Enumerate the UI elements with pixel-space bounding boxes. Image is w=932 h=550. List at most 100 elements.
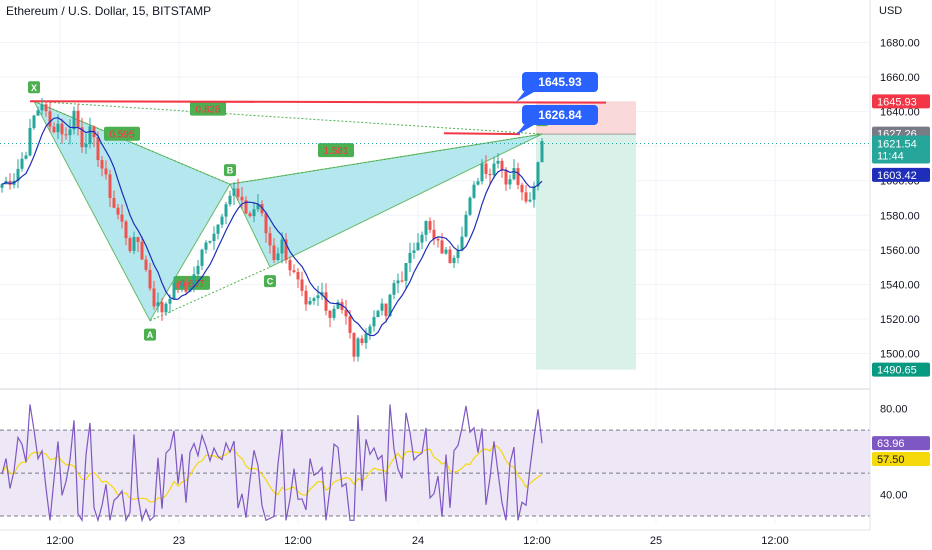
candle bbox=[492, 156, 496, 179]
candle-body bbox=[428, 221, 432, 230]
candle bbox=[328, 309, 332, 328]
candle-body bbox=[204, 242, 208, 250]
candle-body bbox=[108, 174, 112, 198]
candle bbox=[472, 181, 476, 199]
candle-body bbox=[224, 204, 228, 217]
candle bbox=[232, 182, 236, 205]
candle-body bbox=[100, 160, 104, 169]
profit-target-tag-bg bbox=[872, 362, 930, 377]
candle bbox=[436, 237, 440, 248]
candle bbox=[464, 211, 468, 238]
pattern-ratio-label: 0.828 bbox=[195, 105, 220, 116]
candle bbox=[160, 298, 164, 321]
candle-body bbox=[48, 111, 52, 127]
candle bbox=[456, 244, 460, 264]
pattern-ratio-label: 1.581 bbox=[323, 146, 348, 157]
rsi-tick-label: 80.00 bbox=[880, 404, 908, 416]
candle bbox=[164, 301, 168, 316]
candle-body bbox=[508, 179, 512, 185]
pattern-point-label: X bbox=[31, 83, 37, 93]
candle-body bbox=[208, 241, 212, 243]
time-tick-label: 12:00 bbox=[46, 535, 74, 547]
candle-body bbox=[216, 224, 220, 234]
candle-body bbox=[400, 280, 404, 282]
time-tick-label: 25 bbox=[650, 535, 662, 547]
candle-body bbox=[128, 238, 132, 251]
candle bbox=[116, 203, 120, 220]
price-tick-label: 1660.00 bbox=[880, 72, 920, 84]
stop-callout: 1645.93 bbox=[516, 72, 598, 102]
candle bbox=[476, 177, 480, 186]
candle-body bbox=[336, 302, 340, 309]
candle-body bbox=[300, 279, 304, 291]
rsi-ma-value-tag-text: 57.50 bbox=[877, 454, 905, 466]
candle bbox=[280, 232, 284, 264]
target-callout-pointer bbox=[516, 125, 534, 135]
candle bbox=[224, 201, 228, 225]
candle bbox=[504, 167, 508, 191]
candle-body bbox=[180, 282, 184, 288]
pattern-point-a bbox=[144, 328, 156, 341]
candle bbox=[216, 224, 220, 240]
candle-body bbox=[120, 214, 124, 222]
candle bbox=[364, 328, 368, 349]
stop-level-tag-text: 1645.93 bbox=[877, 96, 917, 108]
candle-body bbox=[164, 303, 168, 313]
candle-body bbox=[156, 302, 160, 307]
profit-target-tag-text: 1490.65 bbox=[877, 365, 917, 377]
pattern-ratio-label: 0.607 bbox=[179, 279, 204, 290]
candle bbox=[380, 298, 384, 316]
pattern-triangle-xab bbox=[32, 100, 231, 322]
candle-body bbox=[492, 163, 496, 176]
candle-body bbox=[144, 259, 148, 270]
candle-body bbox=[88, 126, 92, 144]
candle bbox=[40, 98, 44, 115]
candle bbox=[144, 255, 148, 272]
candle-body bbox=[76, 110, 80, 128]
candle-body bbox=[540, 141, 544, 163]
candle bbox=[204, 240, 208, 254]
candle-body bbox=[472, 184, 476, 198]
candle bbox=[16, 159, 20, 189]
rsi-line bbox=[1, 404, 543, 523]
candle bbox=[528, 192, 532, 203]
candle-body bbox=[512, 168, 516, 180]
candle-body bbox=[412, 250, 416, 253]
candle bbox=[480, 159, 484, 185]
rsi-ma-value-tag-bg bbox=[872, 452, 930, 466]
candle-body bbox=[268, 233, 272, 246]
target-callout-box bbox=[522, 105, 598, 125]
candle bbox=[484, 155, 488, 179]
candle bbox=[44, 100, 48, 117]
candle bbox=[400, 271, 404, 283]
stop-level-tag-bg bbox=[872, 94, 930, 109]
candle-body bbox=[348, 316, 352, 333]
candle bbox=[320, 282, 324, 301]
price-axis: USD1680.001660.001640.001620.001600.0015… bbox=[869, 0, 932, 550]
stop-level-tag: 1645.93 bbox=[872, 94, 930, 109]
pattern-point-label: C bbox=[267, 277, 274, 287]
price-tick-label: 1540.00 bbox=[880, 279, 920, 291]
price-tick-label: 1640.00 bbox=[880, 107, 920, 119]
chart-title: Ethereum / U.S. Dollar, 15, BITSTAMP bbox=[6, 4, 212, 18]
candle-body bbox=[0, 184, 4, 188]
candle-body bbox=[256, 204, 260, 210]
stop-callout-pointer bbox=[516, 92, 534, 102]
candle-body bbox=[232, 188, 236, 196]
candle bbox=[460, 226, 464, 252]
candle-body bbox=[104, 168, 108, 175]
countdown-text: 11:44 bbox=[877, 151, 904, 163]
candle-body bbox=[332, 308, 336, 318]
tp-level-tag-text: 1603.42 bbox=[877, 170, 917, 182]
candle bbox=[80, 117, 84, 153]
candle-body bbox=[196, 265, 200, 275]
candle-body bbox=[96, 137, 100, 161]
candle-body bbox=[396, 280, 400, 284]
candle bbox=[300, 271, 304, 297]
candle-body bbox=[188, 287, 192, 292]
candle bbox=[332, 305, 336, 321]
candle-body bbox=[532, 186, 536, 200]
